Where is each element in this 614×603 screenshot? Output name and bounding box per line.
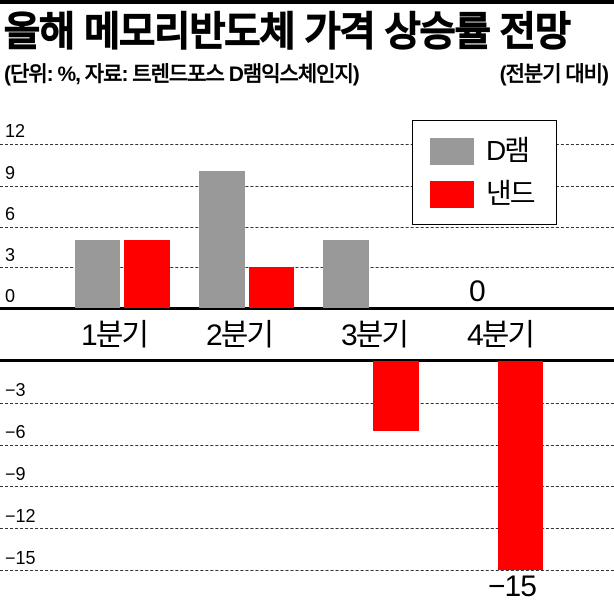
legend-swatch-nand xyxy=(430,180,474,208)
bar-dram-q3 xyxy=(323,240,369,308)
gridline-neg6 xyxy=(0,445,614,446)
bar-nand-q4 xyxy=(498,361,543,570)
y-tick-label: 3 xyxy=(5,245,16,265)
gridline-6 xyxy=(0,227,614,228)
data-label-q4-nand: −15 xyxy=(488,570,537,603)
y-tick-label: 9 xyxy=(5,163,16,183)
legend: D램 낸드 xyxy=(412,120,557,225)
gridline-neg3 xyxy=(0,403,614,404)
gridline-12 xyxy=(0,144,614,145)
top-rule xyxy=(0,0,614,4)
chart-subtitle: (단위: %, 자료: 트렌드포스 D램익스체인지) xyxy=(4,63,360,86)
x-category-label: 3분기 xyxy=(341,319,409,352)
legend-item-dram: D램 xyxy=(430,135,530,166)
y-tick-label: −9 xyxy=(5,464,26,484)
zero-baseline-lower xyxy=(0,359,614,362)
bar-dram-q1 xyxy=(75,240,120,308)
y-tick-label: −15 xyxy=(5,548,36,568)
gridline-9 xyxy=(0,186,614,187)
y-tick-label: 12 xyxy=(5,121,26,141)
bar-dram-q2 xyxy=(199,171,245,308)
zero-baseline-upper xyxy=(0,307,614,310)
legend-label-dram: D램 xyxy=(486,135,530,166)
legend-item-nand: 낸드 xyxy=(430,178,536,209)
gridline-3 xyxy=(0,267,614,268)
bar-nand-q2 xyxy=(249,267,294,308)
y-tick-label: −6 xyxy=(5,422,26,442)
data-label-q4-dram: 0 xyxy=(469,275,486,308)
y-tick-label: −3 xyxy=(5,380,26,400)
x-category-label: 4분기 xyxy=(467,319,535,352)
chart-title: 올해 메모리반도체 가격 상승률 전망 xyxy=(4,10,572,55)
gridline-neg12 xyxy=(0,528,614,529)
x-category-label: 1분기 xyxy=(81,319,149,352)
gridline-neg9 xyxy=(0,486,614,487)
y-tick-label: 0 xyxy=(5,286,16,306)
legend-label-nand: 낸드 xyxy=(486,178,536,209)
legend-swatch-dram xyxy=(430,137,474,165)
y-tick-label: −12 xyxy=(5,506,36,526)
bar-nand-q3 xyxy=(373,361,419,431)
basis-note: (전분기 대비) xyxy=(499,63,609,86)
y-tick-label: 6 xyxy=(5,204,16,224)
bar-nand-q1 xyxy=(124,240,170,308)
gridline-neg15 xyxy=(0,570,614,571)
x-category-label: 2분기 xyxy=(206,319,274,352)
